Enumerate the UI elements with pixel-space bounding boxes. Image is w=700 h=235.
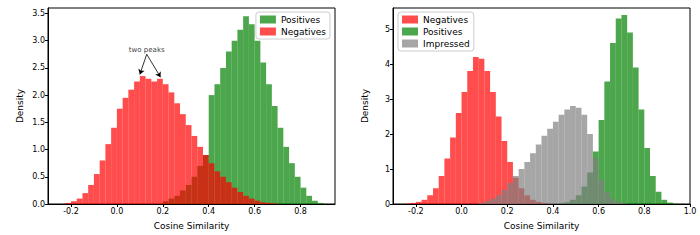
svg-text:2: 2	[385, 130, 390, 139]
svg-text:Density: Density	[360, 88, 370, 123]
svg-text:2.0: 2.0	[32, 91, 45, 100]
svg-text:3: 3	[385, 95, 390, 104]
svg-text:4: 4	[385, 60, 390, 69]
svg-text:Density: Density	[15, 88, 25, 123]
svg-text:0.4: 0.4	[202, 207, 215, 216]
svg-text:0.2: 0.2	[501, 207, 514, 216]
svg-text:0.2: 0.2	[156, 207, 169, 216]
svg-text:0.4: 0.4	[547, 207, 560, 216]
svg-text:0.8: 0.8	[294, 207, 307, 216]
svg-text:Negatives: Negatives	[281, 27, 326, 37]
svg-text:-0.2: -0.2	[63, 207, 79, 216]
svg-text:Cosine Similarity: Cosine Similarity	[154, 221, 230, 231]
svg-text:0.0: 0.0	[111, 207, 124, 216]
svg-text:2.5: 2.5	[32, 63, 45, 72]
svg-text:Cosine Similarity: Cosine Similarity	[504, 221, 580, 231]
svg-text:1.5: 1.5	[32, 118, 45, 127]
svg-text:0.6: 0.6	[592, 207, 605, 216]
svg-text:-0.2: -0.2	[408, 207, 424, 216]
svg-text:0.8: 0.8	[638, 207, 651, 216]
svg-text:0.5: 0.5	[32, 172, 45, 181]
svg-text:1: 1	[385, 165, 390, 174]
svg-text:5: 5	[385, 25, 390, 34]
svg-text:two peaks: two peaks	[129, 46, 165, 54]
svg-text:0: 0	[385, 200, 390, 209]
svg-text:0.6: 0.6	[248, 207, 261, 216]
svg-text:Positives: Positives	[281, 15, 321, 25]
svg-text:Negatives: Negatives	[423, 15, 468, 25]
svg-text:1.0: 1.0	[32, 145, 45, 154]
svg-text:Positives: Positives	[423, 27, 463, 37]
svg-text:1.0: 1.0	[684, 207, 697, 216]
svg-text:3.0: 3.0	[32, 36, 45, 45]
svg-text:0.0: 0.0	[455, 207, 468, 216]
svg-text:Impressed: Impressed	[423, 39, 470, 49]
svg-text:0.0: 0.0	[32, 200, 45, 209]
svg-text:3.5: 3.5	[32, 9, 45, 18]
